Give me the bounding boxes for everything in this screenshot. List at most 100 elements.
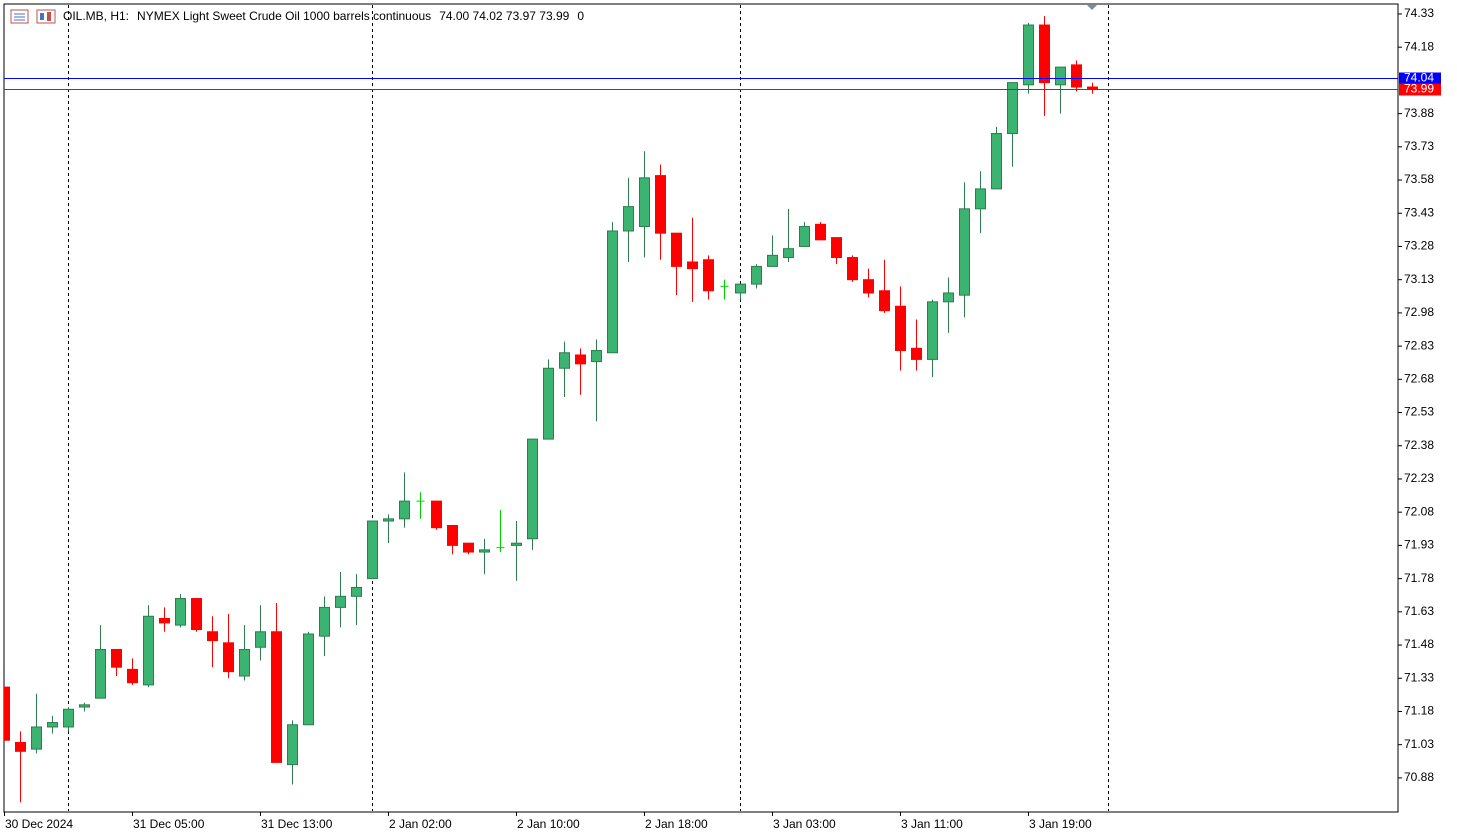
icon[interactable] — [36, 9, 56, 24]
y-tick-label: 71.93 — [1404, 538, 1434, 552]
y-tick-label: 70.88 — [1404, 770, 1434, 784]
candle-body — [127, 668, 138, 684]
candle-body — [1055, 66, 1066, 86]
candle-body — [847, 257, 858, 281]
shift-marker — [1087, 5, 1097, 10]
description: NYMEX Light Sweet Crude Oil 1000 barrels… — [137, 9, 431, 23]
y-tick-label: 72.23 — [1404, 471, 1434, 485]
candle-body — [671, 232, 682, 267]
candle-body — [383, 518, 394, 522]
ohlc: 74.00 74.02 73.97 73.99 — [439, 9, 569, 23]
x-tick-label: 31 Dec 13:00 — [261, 817, 333, 831]
candle-body — [1039, 24, 1050, 84]
candle-body — [303, 633, 314, 726]
candle-body — [479, 549, 490, 553]
x-tick-label: 2 Jan 02:00 — [389, 817, 452, 831]
y-tick-label: 73.28 — [1404, 239, 1434, 253]
y-tick-label: 73.58 — [1404, 172, 1434, 186]
price-label: 74.04 — [1404, 71, 1434, 85]
candle-body — [559, 352, 570, 369]
candle-body — [1023, 24, 1034, 86]
x-tick-label: 3 Jan 11:00 — [901, 817, 963, 831]
candle-body — [751, 265, 762, 285]
y-tick-label: 72.68 — [1404, 371, 1434, 385]
candle-body — [47, 722, 58, 728]
y-tick-label: 71.48 — [1404, 637, 1434, 651]
candle-body — [31, 726, 42, 750]
candle-body — [351, 586, 362, 597]
candle-body — [591, 350, 602, 363]
y-tick-label: 72.53 — [1404, 405, 1434, 419]
candle-body — [511, 542, 522, 546]
price-label: 73.99 — [1404, 82, 1434, 96]
candle-body — [943, 292, 954, 303]
header-icons — [10, 9, 56, 24]
candle-body — [703, 259, 714, 292]
candle-body — [1007, 82, 1018, 135]
y-tick-label: 71.03 — [1404, 737, 1434, 751]
x-tick-label: 3 Jan 19:00 — [1029, 817, 1092, 831]
price-label-box — [1399, 83, 1441, 96]
candle-body — [255, 631, 266, 648]
plot — [4, 16, 1398, 803]
x-tick-label: 30 Dec 2024 — [5, 817, 73, 831]
candle-body — [863, 279, 874, 294]
candle-body — [975, 188, 986, 210]
candle-body — [991, 133, 1002, 190]
y-tick-label: 73.88 — [1404, 106, 1434, 120]
candle-body — [735, 283, 746, 294]
candle-body — [879, 290, 890, 312]
candle-body — [623, 206, 634, 232]
candle-body — [207, 631, 218, 642]
candle-body — [431, 500, 442, 529]
candle-body — [895, 305, 906, 352]
candle-body — [159, 617, 170, 624]
candle-body — [111, 648, 122, 668]
y-tick-label: 73.73 — [1404, 139, 1434, 153]
candle-body — [575, 354, 586, 365]
candle-body — [1087, 86, 1098, 90]
candle-body — [239, 648, 250, 677]
candle-body — [4, 686, 10, 741]
icon-bar — [40, 13, 44, 20]
x-tick-label: 2 Jan 18:00 — [645, 817, 708, 831]
candle-body — [191, 598, 202, 631]
y-tick-label: 71.63 — [1404, 604, 1434, 618]
candle-body — [655, 175, 666, 234]
candle-body — [335, 595, 346, 608]
volume: 0 — [577, 9, 584, 23]
candle-body — [639, 177, 650, 228]
chart-header: OIL.MB, H1: NYMEX Light Sweet Crude Oil 1… — [63, 9, 584, 23]
candle-body — [799, 226, 810, 247]
y-tick-label: 74.18 — [1404, 39, 1434, 53]
icon-bar — [47, 12, 51, 21]
y-tick-label: 72.38 — [1404, 438, 1434, 452]
candle-body — [527, 438, 538, 540]
candle-body — [783, 248, 794, 259]
candle-body — [95, 648, 106, 699]
candle-body — [271, 631, 282, 763]
candle-body — [399, 500, 410, 520]
y-tick-label: 72.08 — [1404, 504, 1434, 518]
candle-body — [223, 642, 234, 673]
period-separators — [68, 5, 1109, 811]
candle-body — [767, 254, 778, 267]
candle-body — [143, 615, 154, 686]
candle-body — [831, 237, 842, 259]
x-tick-label: 31 Dec 05:00 — [133, 817, 205, 831]
candle-body — [15, 741, 26, 752]
candle-body — [687, 261, 698, 270]
x-tick-label: 3 Jan 03:00 — [773, 817, 836, 831]
candle-body — [79, 704, 90, 708]
candle-body — [1071, 64, 1082, 88]
y-tick-label: 74.33 — [1404, 6, 1434, 20]
candle-body — [367, 520, 378, 580]
candle-body — [543, 367, 554, 440]
y-tick-label: 71.33 — [1404, 670, 1434, 684]
candle-body — [959, 208, 970, 296]
candle-body — [463, 542, 474, 553]
x-tick-label: 2 Jan 10:00 — [517, 817, 580, 831]
candle-body — [287, 724, 298, 766]
candle-body — [175, 598, 186, 626]
